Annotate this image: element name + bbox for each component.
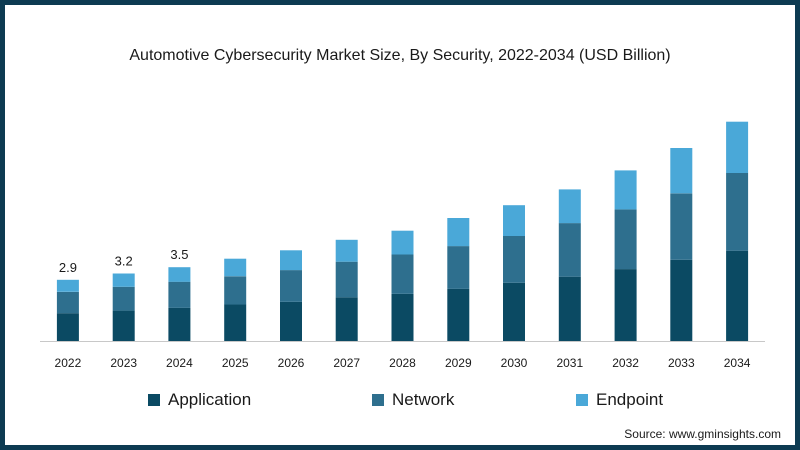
bar-endpoint-2029 [447, 218, 470, 247]
x-tick-label-2026: 2026 [278, 356, 305, 370]
legend-label-application: Application [168, 390, 252, 409]
bar-application-2033 [670, 259, 693, 341]
bar-endpoint-2023 [112, 273, 135, 287]
legend-label-endpoint: Endpoint [596, 390, 664, 409]
bar-network-2029 [447, 246, 470, 289]
bar-application-2028 [391, 294, 414, 341]
bar-network-2024 [168, 281, 191, 308]
x-tick-label-2029: 2029 [445, 356, 472, 370]
legend-label-network: Network [392, 390, 455, 409]
bar-application-2031 [558, 276, 581, 341]
bar-network-2033 [670, 193, 693, 260]
x-tick-label-2028: 2028 [389, 356, 416, 370]
bar-application-2030 [503, 282, 525, 341]
x-tick-label-2034: 2034 [724, 356, 751, 370]
x-tick-label-2027: 2027 [333, 356, 360, 370]
bar-application-2022 [56, 313, 79, 341]
bar-application-2034 [726, 250, 749, 341]
x-tick-label-2033: 2033 [668, 356, 695, 370]
chart-canvas: 2022 2.9 2023 3.2 2024 3.5 2025 2026 2027 2028 202… [40, 121, 765, 370]
bar-application-2026 [280, 302, 302, 341]
bar-network-2026 [280, 270, 302, 302]
bar-network-2027 [335, 261, 358, 298]
bar-endpoint-2024 [168, 267, 191, 282]
x-tick-label-2032: 2032 [612, 356, 639, 370]
bar-endpoint-2027 [335, 239, 358, 262]
legend-swatch-network [372, 394, 384, 406]
bar-endpoint-2030 [503, 205, 525, 236]
x-tick-label-2030: 2030 [501, 356, 528, 370]
legend-swatch-application [148, 394, 160, 406]
legend-swatch-endpoint [576, 394, 588, 406]
legend: Application Network Endpoint [5, 390, 795, 414]
bar-network-2034 [726, 172, 749, 251]
bar-endpoint-2034 [726, 121, 749, 173]
bar-network-2023 [112, 286, 135, 311]
bar-network-2030 [503, 236, 525, 283]
x-tick-label-2023: 2023 [110, 356, 137, 370]
bar-application-2029 [447, 288, 470, 341]
bar-endpoint-2025 [224, 258, 247, 277]
bar-application-2027 [335, 297, 358, 341]
bar-application-2032 [614, 269, 637, 341]
x-tick-label-2031: 2031 [556, 356, 583, 370]
legend-item-application: Application [148, 390, 251, 410]
bar-endpoint-2033 [670, 148, 693, 194]
x-tick-label-2022: 2022 [55, 356, 82, 370]
legend-item-endpoint: Endpoint [576, 390, 663, 410]
bar-application-2024 [168, 307, 191, 341]
chart-frame: Automotive Cybersecurity Market Size, By… [5, 5, 795, 445]
x-tick-label-2024: 2024 [166, 356, 193, 370]
bar-application-2025 [224, 304, 247, 341]
bar-endpoint-2032 [614, 170, 637, 210]
data-label-2024: 3.5 [170, 247, 188, 262]
bar-network-2025 [224, 276, 247, 305]
bar-network-2022 [56, 291, 79, 314]
bar-network-2032 [614, 209, 637, 270]
source-note: Source: www.gminsights.com [624, 427, 781, 441]
bar-endpoint-2022 [56, 279, 79, 292]
bar-endpoint-2028 [391, 230, 414, 255]
legend-item-network: Network [372, 390, 454, 410]
bar-network-2028 [391, 254, 414, 294]
chart-title: Automotive Cybersecurity Market Size, By… [129, 47, 671, 64]
x-tick-label-2025: 2025 [222, 356, 249, 370]
bar-endpoint-2031 [558, 189, 581, 224]
data-label-2023: 3.2 [115, 254, 133, 269]
bar-application-2023 [112, 310, 135, 341]
data-label-2022: 2.9 [59, 260, 77, 275]
bar-endpoint-2026 [280, 250, 302, 271]
bar-network-2031 [558, 223, 581, 277]
